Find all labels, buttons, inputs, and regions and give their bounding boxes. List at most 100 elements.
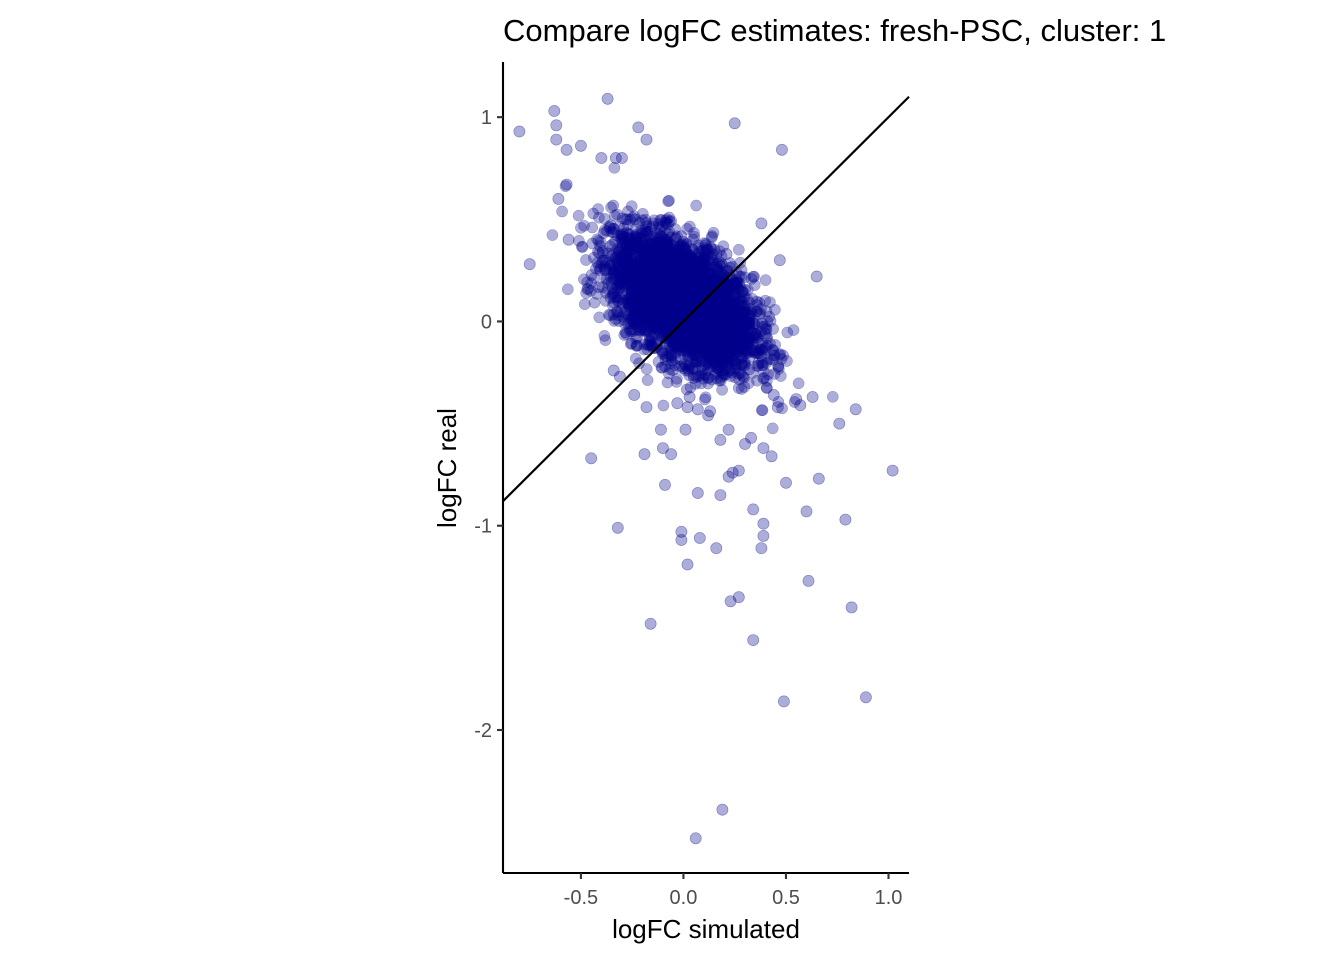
cloud-point <box>664 231 677 244</box>
cloud-point <box>722 352 734 365</box>
cloud-point <box>682 294 694 307</box>
cloud-point <box>593 247 606 259</box>
cloud-point <box>686 278 699 290</box>
cloud-point <box>679 290 692 302</box>
cloud-point <box>698 297 711 310</box>
cloud-point <box>678 301 691 314</box>
cloud-point <box>705 242 718 255</box>
cloud-point <box>708 319 721 332</box>
cloud-point <box>622 297 635 310</box>
data-point <box>689 832 702 845</box>
cloud-point <box>662 195 675 208</box>
cloud-point <box>669 307 681 320</box>
cloud-point <box>651 253 663 266</box>
data-point <box>710 542 723 555</box>
cloud-point <box>675 333 688 345</box>
cloud-point <box>671 311 684 324</box>
cloud-point <box>677 266 690 278</box>
cloud-point <box>709 319 721 332</box>
cloud-point <box>670 293 682 305</box>
cloud-point <box>733 277 746 289</box>
cloud-point <box>711 294 724 307</box>
cloud-point <box>685 310 698 323</box>
x-tick-label: 0.0 <box>670 887 698 909</box>
cloud-point <box>668 263 680 276</box>
data-point <box>833 417 846 430</box>
cloud-point <box>687 233 699 246</box>
cloud-point <box>685 345 698 358</box>
cloud-point <box>646 311 659 324</box>
cloud-point <box>684 252 697 264</box>
data-point <box>562 233 575 246</box>
cloud-point <box>687 319 700 331</box>
data-point <box>765 450 778 463</box>
cloud-point <box>772 396 785 408</box>
cloud-point <box>672 297 684 310</box>
cloud-point <box>699 250 711 262</box>
data-point <box>681 558 694 571</box>
cloud-point <box>726 274 739 287</box>
cloud-point <box>617 256 629 268</box>
data-point <box>611 521 624 534</box>
cloud-point <box>760 381 773 394</box>
cloud-point <box>731 276 744 288</box>
cloud-point <box>676 291 688 304</box>
cloud-point <box>692 259 705 271</box>
cloud-point <box>668 321 681 334</box>
data-point <box>773 254 786 267</box>
cloud-point <box>714 320 727 333</box>
cloud-point <box>721 323 733 336</box>
cloud-point <box>682 279 695 292</box>
cloud-point <box>687 316 700 328</box>
cloud-point <box>692 344 705 356</box>
cloud-point <box>642 284 655 296</box>
cloud-point <box>650 264 662 277</box>
cloud-point <box>710 248 723 261</box>
cloud-point <box>639 269 652 282</box>
cloud-point <box>630 265 642 278</box>
cloud-point <box>616 230 629 243</box>
cloud-point <box>707 328 720 341</box>
cloud-point <box>707 300 720 313</box>
cloud-point <box>575 221 587 234</box>
cloud-point <box>709 328 722 341</box>
cloud-point <box>728 311 741 324</box>
data-point <box>693 532 706 544</box>
cloud-point <box>675 295 687 308</box>
cloud-point <box>667 288 680 301</box>
cloud-point <box>681 282 694 294</box>
cloud-point <box>653 276 665 289</box>
cloud-point <box>772 360 785 373</box>
cloud-point <box>644 314 657 326</box>
cloud-point <box>678 267 691 280</box>
cloud-point <box>718 311 731 324</box>
cloud-point <box>686 272 699 285</box>
cloud-point <box>640 363 653 375</box>
cloud-point <box>711 328 723 340</box>
cloud-point <box>679 364 692 377</box>
cloud-point <box>663 313 676 326</box>
cloud-point <box>652 280 665 293</box>
cloud-point <box>607 199 620 212</box>
cloud-point <box>653 313 665 326</box>
cloud-point <box>730 277 742 290</box>
cloud-point <box>742 334 754 347</box>
cloud-point <box>677 286 690 299</box>
cloud-point <box>662 313 675 326</box>
cloud-point <box>678 277 690 289</box>
cloud-point <box>662 227 674 240</box>
cloud-point <box>660 233 673 246</box>
cloud-point <box>639 325 652 338</box>
cloud-point <box>665 297 678 310</box>
cloud-point <box>668 277 681 290</box>
cloud-point <box>635 290 648 303</box>
cloud-point <box>740 317 752 330</box>
cloud-point <box>687 308 700 321</box>
cloud-point <box>631 339 643 352</box>
cloud-point <box>636 238 649 251</box>
cloud-point <box>626 305 639 317</box>
cloud-point <box>623 228 636 241</box>
cloud-point <box>664 247 676 260</box>
cloud-point <box>673 309 686 322</box>
cloud-point <box>764 296 776 309</box>
